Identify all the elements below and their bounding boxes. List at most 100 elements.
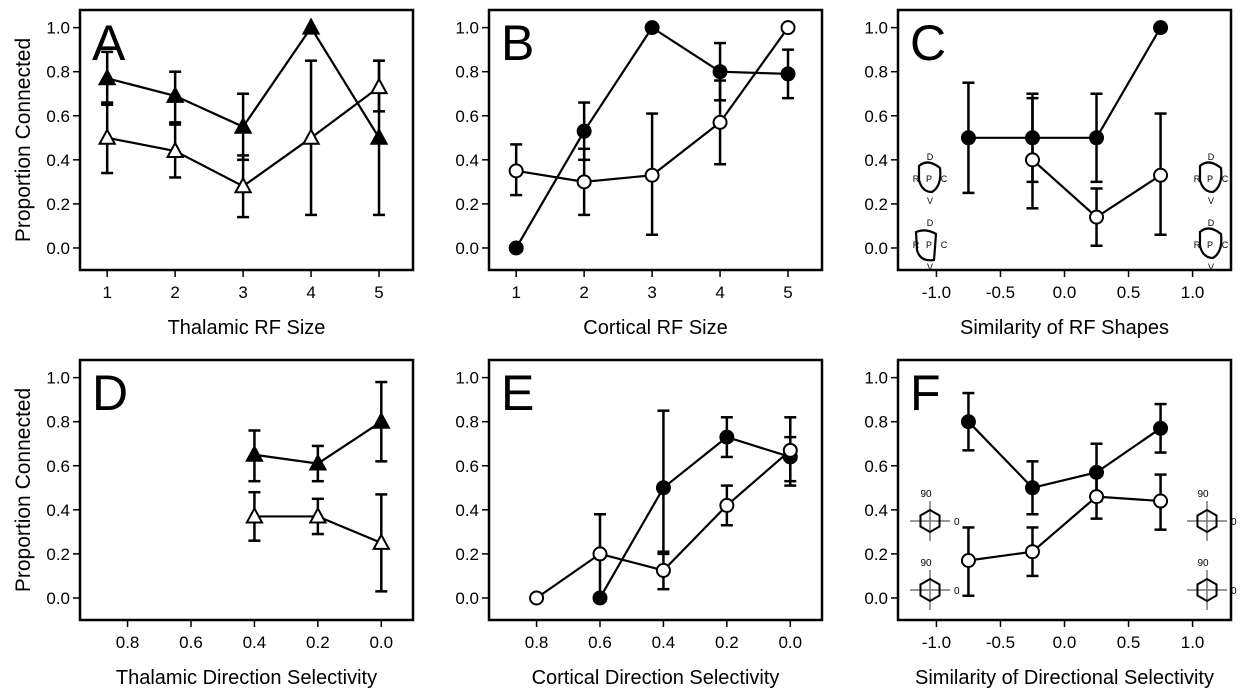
- y-axis-label: Proportion Connected: [12, 388, 35, 592]
- x-axis-label: Similarity of RF Shapes: [960, 317, 1169, 339]
- x-tick: 2: [579, 270, 588, 302]
- x-tick-label: 2: [170, 283, 179, 302]
- x-tick-label: 0.0: [1053, 633, 1077, 652]
- x-tick: -0.5: [986, 620, 1015, 652]
- x-tick-label: 4: [715, 283, 724, 302]
- data-point: [303, 20, 318, 34]
- x-tick-label: -1.0: [922, 633, 951, 652]
- data-point: [657, 564, 670, 577]
- data-point: [962, 415, 975, 428]
- y-tick-label: 0.8: [46, 413, 70, 432]
- y-tick-label: 0.6: [455, 107, 479, 126]
- x-tick: 1: [102, 270, 111, 302]
- y-tick: 1.0: [46, 19, 80, 38]
- x-tick: 0.0: [778, 620, 802, 652]
- direction-label-0: 0: [1231, 517, 1237, 528]
- data-point: [1026, 153, 1039, 166]
- data-point: [1154, 169, 1167, 182]
- data-point: [100, 130, 115, 144]
- series-line: [968, 28, 1160, 138]
- y-tick-label: 0.8: [864, 413, 888, 432]
- series-line: [600, 437, 790, 598]
- y-tick-label: 0.8: [46, 63, 70, 82]
- data-point: [784, 444, 797, 457]
- direction-label-90: 90: [920, 489, 932, 500]
- data-point: [1026, 481, 1039, 494]
- data-point: [100, 70, 115, 84]
- rf-shape-icon: D R P C V: [913, 218, 948, 272]
- x-tick: 0.5: [1117, 270, 1141, 302]
- rf-shape-label: C: [1222, 240, 1229, 250]
- y-axis-label: Proportion Connected: [12, 38, 35, 242]
- x-tick-label: 0.8: [525, 633, 549, 652]
- x-tick-label: 4: [306, 283, 315, 302]
- y-tick-label: 0.2: [46, 195, 70, 214]
- y-tick: 0.0: [864, 589, 898, 608]
- y-tick: 0.8: [46, 413, 80, 432]
- x-tick: 0.6: [588, 620, 612, 652]
- y-tick-label: 0.6: [864, 107, 888, 126]
- rf-shape-label: R: [913, 174, 920, 184]
- x-tick-label: 3: [238, 283, 247, 302]
- y-tick: 0.8: [455, 63, 489, 82]
- y-tick: 0.6: [455, 107, 489, 126]
- x-tick-label: 0.0: [369, 633, 393, 652]
- y-tick: 0.2: [864, 545, 898, 564]
- x-tick: -0.5: [986, 270, 1015, 302]
- data-point: [510, 241, 523, 254]
- direction-tuning-icon: 90 0: [1187, 489, 1237, 541]
- rf-shape-label: V: [1208, 262, 1214, 272]
- x-axis-label: Thalamic RF Size: [168, 317, 326, 339]
- rf-shape-label: D: [927, 152, 934, 162]
- direction-tuning-icon: 90 0: [910, 489, 960, 541]
- y-tick-label: 0.8: [455, 63, 479, 82]
- data-point: [1090, 490, 1103, 503]
- data-point: [578, 125, 591, 138]
- x-tick: 3: [238, 270, 247, 302]
- rf-shape-label: P: [926, 240, 932, 250]
- direction-label-0: 0: [954, 586, 960, 597]
- panel-b: 0.00.20.40.60.81.01 2 3 4 5Cortical RF SizeB: [455, 10, 822, 339]
- series-circle-open: [962, 475, 1167, 596]
- rf-shape-label: P: [926, 174, 932, 184]
- y-tick-label: 0.2: [455, 195, 479, 214]
- y-tick: 0.2: [455, 195, 489, 214]
- y-tick-label: 0.8: [455, 413, 479, 432]
- y-tick-label: 0.2: [864, 195, 888, 214]
- x-tick: -1.0: [922, 620, 951, 652]
- y-tick-label: 1.0: [46, 369, 70, 388]
- direction-label-0: 0: [954, 517, 960, 528]
- data-point: [247, 447, 262, 461]
- x-tick: 0.8: [525, 620, 549, 652]
- series-circle-filled: [962, 393, 1167, 514]
- data-point: [530, 591, 543, 604]
- data-point: [782, 21, 795, 34]
- data-point: [646, 169, 659, 182]
- x-tick-label: 5: [374, 283, 383, 302]
- y-tick: 1.0: [864, 369, 898, 388]
- panel-letter: E: [501, 365, 534, 421]
- y-tick-label: 1.0: [864, 19, 888, 38]
- x-tick-label: 1.0: [1181, 283, 1205, 302]
- y-axis-label-bottom: Proportion Connected: [12, 388, 35, 592]
- x-tick-label: 0.8: [116, 633, 140, 652]
- direction-label-90: 90: [1197, 489, 1209, 500]
- rf-shape-label: D: [1208, 218, 1215, 228]
- y-tick: 0.8: [455, 413, 489, 432]
- direction-tuning-icon: 90 0: [910, 558, 960, 610]
- plot-frame: [80, 10, 413, 270]
- y-tick: 0.2: [46, 195, 80, 214]
- direction-label-0: 0: [1231, 586, 1237, 597]
- data-point: [1154, 422, 1167, 435]
- series-line: [968, 497, 1160, 561]
- y-tick-label: 1.0: [46, 19, 70, 38]
- rf-shape-label: V: [1208, 196, 1214, 206]
- rf-shape-label: C: [941, 174, 948, 184]
- y-tick: 1.0: [455, 369, 489, 388]
- rf-shape-label: P: [1207, 240, 1213, 250]
- data-point: [657, 481, 670, 494]
- x-tick-label: 5: [783, 283, 792, 302]
- y-tick: 0.6: [46, 107, 80, 126]
- data-point: [962, 554, 975, 567]
